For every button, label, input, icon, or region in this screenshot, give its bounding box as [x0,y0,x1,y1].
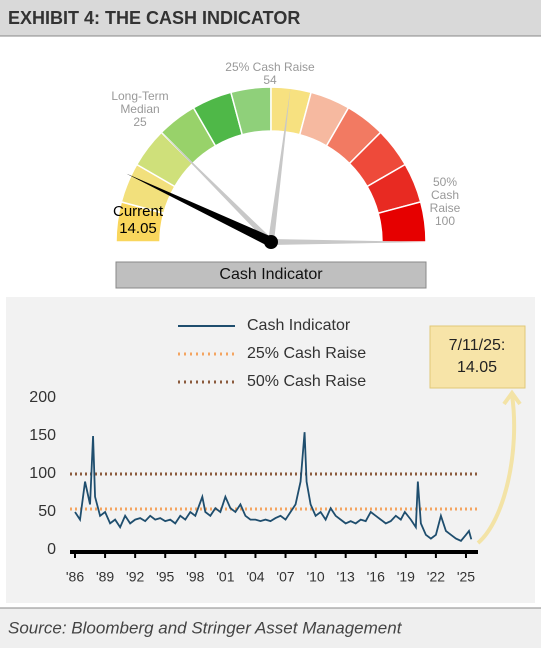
x-tick-label: '16 [367,569,385,585]
x-tick-label: '01 [216,569,234,585]
y-tick-label: 50 [38,503,56,520]
y-tick-label: 200 [29,389,56,406]
x-tick-label: '10 [306,569,324,585]
x-tick-label: '13 [337,569,355,585]
raise50-value: 100 [434,214,456,228]
raise25-value: 54 [263,73,277,87]
raise50-label: 50% Cash Raise 100 [425,176,465,228]
raise25-name: 25% Cash Raise [225,60,315,74]
gauge-hub [264,235,278,249]
header-bar [0,0,541,36]
legend-label: 50% Cash Raise [247,373,366,390]
gauge-label: Cash Indicator [219,266,323,283]
raise25-label: 25% Cash Raise 54 [210,61,330,87]
x-tick-label: '89 [96,569,114,585]
x-tick-label: '86 [66,569,84,585]
annotation-arrowhead [502,389,522,406]
x-tick-label: '98 [186,569,204,585]
y-tick-label: 0 [47,541,56,558]
marker-needle [271,239,426,245]
raise50-name: 50% Cash Raise [429,175,461,215]
gauge-label-box [115,261,427,289]
x-tick-label: '95 [156,569,174,585]
data-line [74,432,473,542]
annotation-value: 14.05 [457,359,497,376]
x-tick-label: '25 [457,569,475,585]
x-tick-label: '19 [397,569,415,585]
source: Source: Bloomberg and Stringer Asset Man… [8,618,403,637]
x-tick-label: '92 [126,569,144,585]
annotation-arrow [476,394,517,545]
header-title: EXHIBIT 4: THE CASH INDICATOR [8,8,300,28]
median-name: Long-Term Median [111,89,169,116]
current-name: Current [112,203,164,220]
y-tick-label: 150 [29,427,56,444]
annotation-date: 7/11/25: [449,337,506,354]
marker-needle [268,88,291,243]
median-label: Long-Term Median 25 [100,90,180,129]
x-tick-label: '04 [246,569,264,585]
current-needle [126,173,274,247]
legend-label: Cash Indicator [247,317,351,334]
current-label: Current 14.05 [108,203,168,237]
marker-needle [161,132,274,245]
annotation-box [429,325,526,389]
current-value: 14.05 [119,220,157,237]
median-value: 25 [133,115,147,129]
footer-bar [0,608,541,648]
legend-label: 25% Cash Raise [247,345,366,362]
y-tick-label: 100 [29,465,56,482]
x-tick-label: '22 [427,569,445,585]
x-tick-label: '07 [276,569,294,585]
